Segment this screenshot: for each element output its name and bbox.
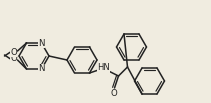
Text: O: O [110,90,117,98]
Text: N: N [38,39,45,47]
Text: O: O [10,47,17,57]
Text: HN: HN [97,63,110,73]
Text: N: N [38,64,45,73]
Text: O: O [10,54,17,63]
